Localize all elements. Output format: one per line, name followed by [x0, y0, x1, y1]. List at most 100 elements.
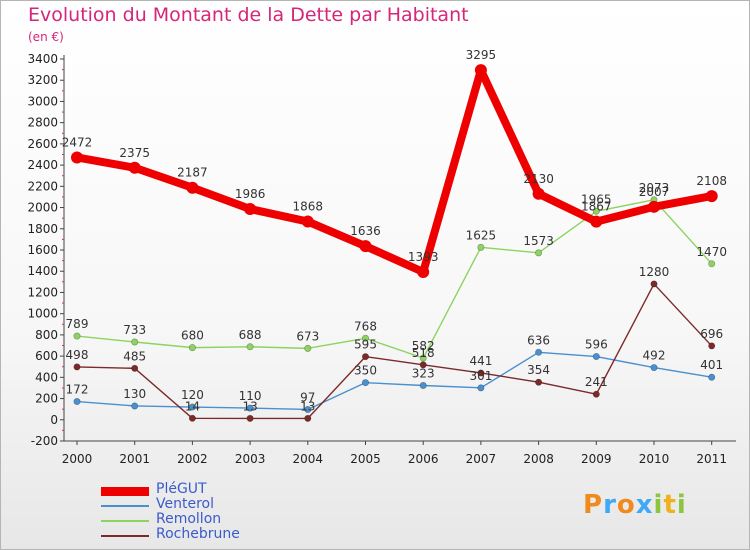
y-tick-label: 3000 — [27, 94, 58, 108]
data-label-venterol: 636 — [527, 333, 550, 347]
data-label-plegut: 2472 — [62, 135, 93, 149]
point-remollon — [73, 332, 81, 340]
legend-swatch-plegut — [101, 486, 149, 496]
y-tick-label: 400 — [35, 370, 58, 384]
legend-swatch-remollon — [101, 519, 149, 522]
data-label-plegut: 1867 — [581, 200, 612, 214]
point-remollon — [477, 243, 485, 251]
point-plegut — [474, 64, 487, 77]
data-label-plegut: 3295 — [466, 48, 497, 62]
point-venterol — [131, 402, 139, 410]
y-tick-label: 800 — [35, 328, 58, 342]
data-label-plegut: 2108 — [696, 174, 727, 188]
point-plegut — [532, 187, 545, 200]
point-rochebrune — [419, 361, 427, 369]
y-tick-label: 2000 — [27, 201, 58, 215]
x-tick-label: 2005 — [350, 452, 381, 466]
point-rochebrune — [304, 414, 312, 422]
data-label-rochebrune: 498 — [66, 348, 89, 362]
point-remollon — [708, 260, 716, 268]
y-tick-label: 1400 — [27, 264, 58, 278]
point-venterol — [361, 379, 369, 387]
point-rochebrune — [477, 369, 485, 377]
point-venterol — [477, 384, 485, 392]
point-remollon — [361, 334, 369, 342]
point-plegut — [648, 200, 660, 213]
data-label-rochebrune: 13 — [300, 399, 315, 413]
axes: -200 0 200 400 600 800 1000 1200 1400 1600 1800 200… — [27, 52, 736, 466]
point-remollon — [592, 207, 600, 215]
x-tick-label: 2001 — [119, 452, 150, 466]
data-label-rochebrune: 595 — [354, 338, 377, 352]
x-tick-label: 2000 — [62, 452, 93, 466]
data-label-rochebrune: 13 — [242, 399, 257, 413]
point-rochebrune — [246, 414, 254, 422]
point-plegut — [186, 181, 199, 194]
data-label-remollon: 1573 — [523, 234, 554, 248]
point-venterol — [650, 364, 658, 372]
point-plegut — [128, 161, 141, 174]
data-label-venterol: 301 — [469, 369, 492, 383]
point-rochebrune — [188, 414, 196, 422]
data-label-remollon: 673 — [296, 329, 319, 343]
legend-swatch-rochebrune — [101, 534, 149, 537]
data-label-remollon: 768 — [354, 319, 377, 333]
brand-letter: r — [603, 490, 617, 520]
data-label-venterol: 323 — [412, 367, 435, 381]
y-tick-label: 2200 — [27, 179, 58, 193]
x-tick-label: 2004 — [293, 452, 324, 466]
series-line-plegut — [73, 66, 716, 276]
point-venterol — [246, 404, 254, 412]
y-tick-label: 1000 — [27, 307, 58, 321]
brand-letter: t — [663, 490, 677, 520]
point-venterol — [535, 348, 543, 356]
data-label-plegut: 2375 — [119, 146, 150, 160]
brand-letter: o — [616, 490, 636, 520]
data-label-remollon: 733 — [123, 323, 146, 337]
brand-letter: i — [676, 490, 687, 520]
legend-label-plegut: PléGUT — [156, 481, 207, 497]
y-tick-label: 2800 — [27, 116, 58, 130]
data-label-venterol: 492 — [643, 349, 666, 363]
legend-label-venterol: Venterol — [156, 496, 214, 512]
y-tick-label: 1600 — [27, 243, 58, 257]
data-label-venterol: 401 — [700, 358, 723, 372]
y-tick-label: 600 — [35, 349, 58, 363]
data-label-remollon: 789 — [66, 317, 89, 331]
proxiti-logo: Proxiti — [583, 490, 687, 520]
point-rochebrune — [592, 390, 600, 398]
data-label-remollon: 1965 — [581, 192, 612, 206]
data-label-remollon: 582 — [412, 339, 435, 353]
point-remollon — [131, 338, 139, 346]
data-label-rochebrune: 241 — [585, 375, 608, 389]
series-layer — [71, 64, 718, 422]
point-venterol — [419, 382, 427, 390]
x-tick-label: 2008 — [523, 452, 554, 466]
point-venterol — [304, 405, 312, 413]
data-label-rochebrune: 441 — [469, 354, 492, 368]
point-venterol — [708, 373, 716, 381]
data-label-venterol: 350 — [354, 364, 377, 378]
x-tick-label: 2009 — [581, 452, 612, 466]
data-label-remollon: 680 — [181, 329, 204, 343]
data-label-plegut: 2187 — [177, 166, 208, 180]
series-line-rochebrune — [76, 283, 713, 420]
legend-swatch-venterol — [101, 504, 149, 507]
data-label-rochebrune: 354 — [527, 363, 550, 377]
y-tick-label: 1800 — [27, 222, 58, 236]
data-label-plegut: 1868 — [293, 200, 324, 214]
point-plegut — [590, 215, 603, 228]
chart-title: Evolution du Montant de la Dette par Hab… — [28, 4, 469, 26]
data-label-venterol: 172 — [66, 383, 89, 397]
point-remollon — [419, 354, 427, 362]
brand-letter: i — [653, 490, 664, 520]
point-remollon — [535, 249, 543, 257]
data-label-venterol: 596 — [585, 338, 608, 352]
x-tick-label: 2007 — [466, 452, 497, 466]
y-tick-label: 2400 — [27, 158, 58, 172]
data-label-rochebrune: 518 — [412, 346, 435, 360]
x-tick-label: 2010 — [639, 452, 670, 466]
x-tick-label: 2003 — [235, 452, 266, 466]
point-plegut — [417, 265, 430, 278]
